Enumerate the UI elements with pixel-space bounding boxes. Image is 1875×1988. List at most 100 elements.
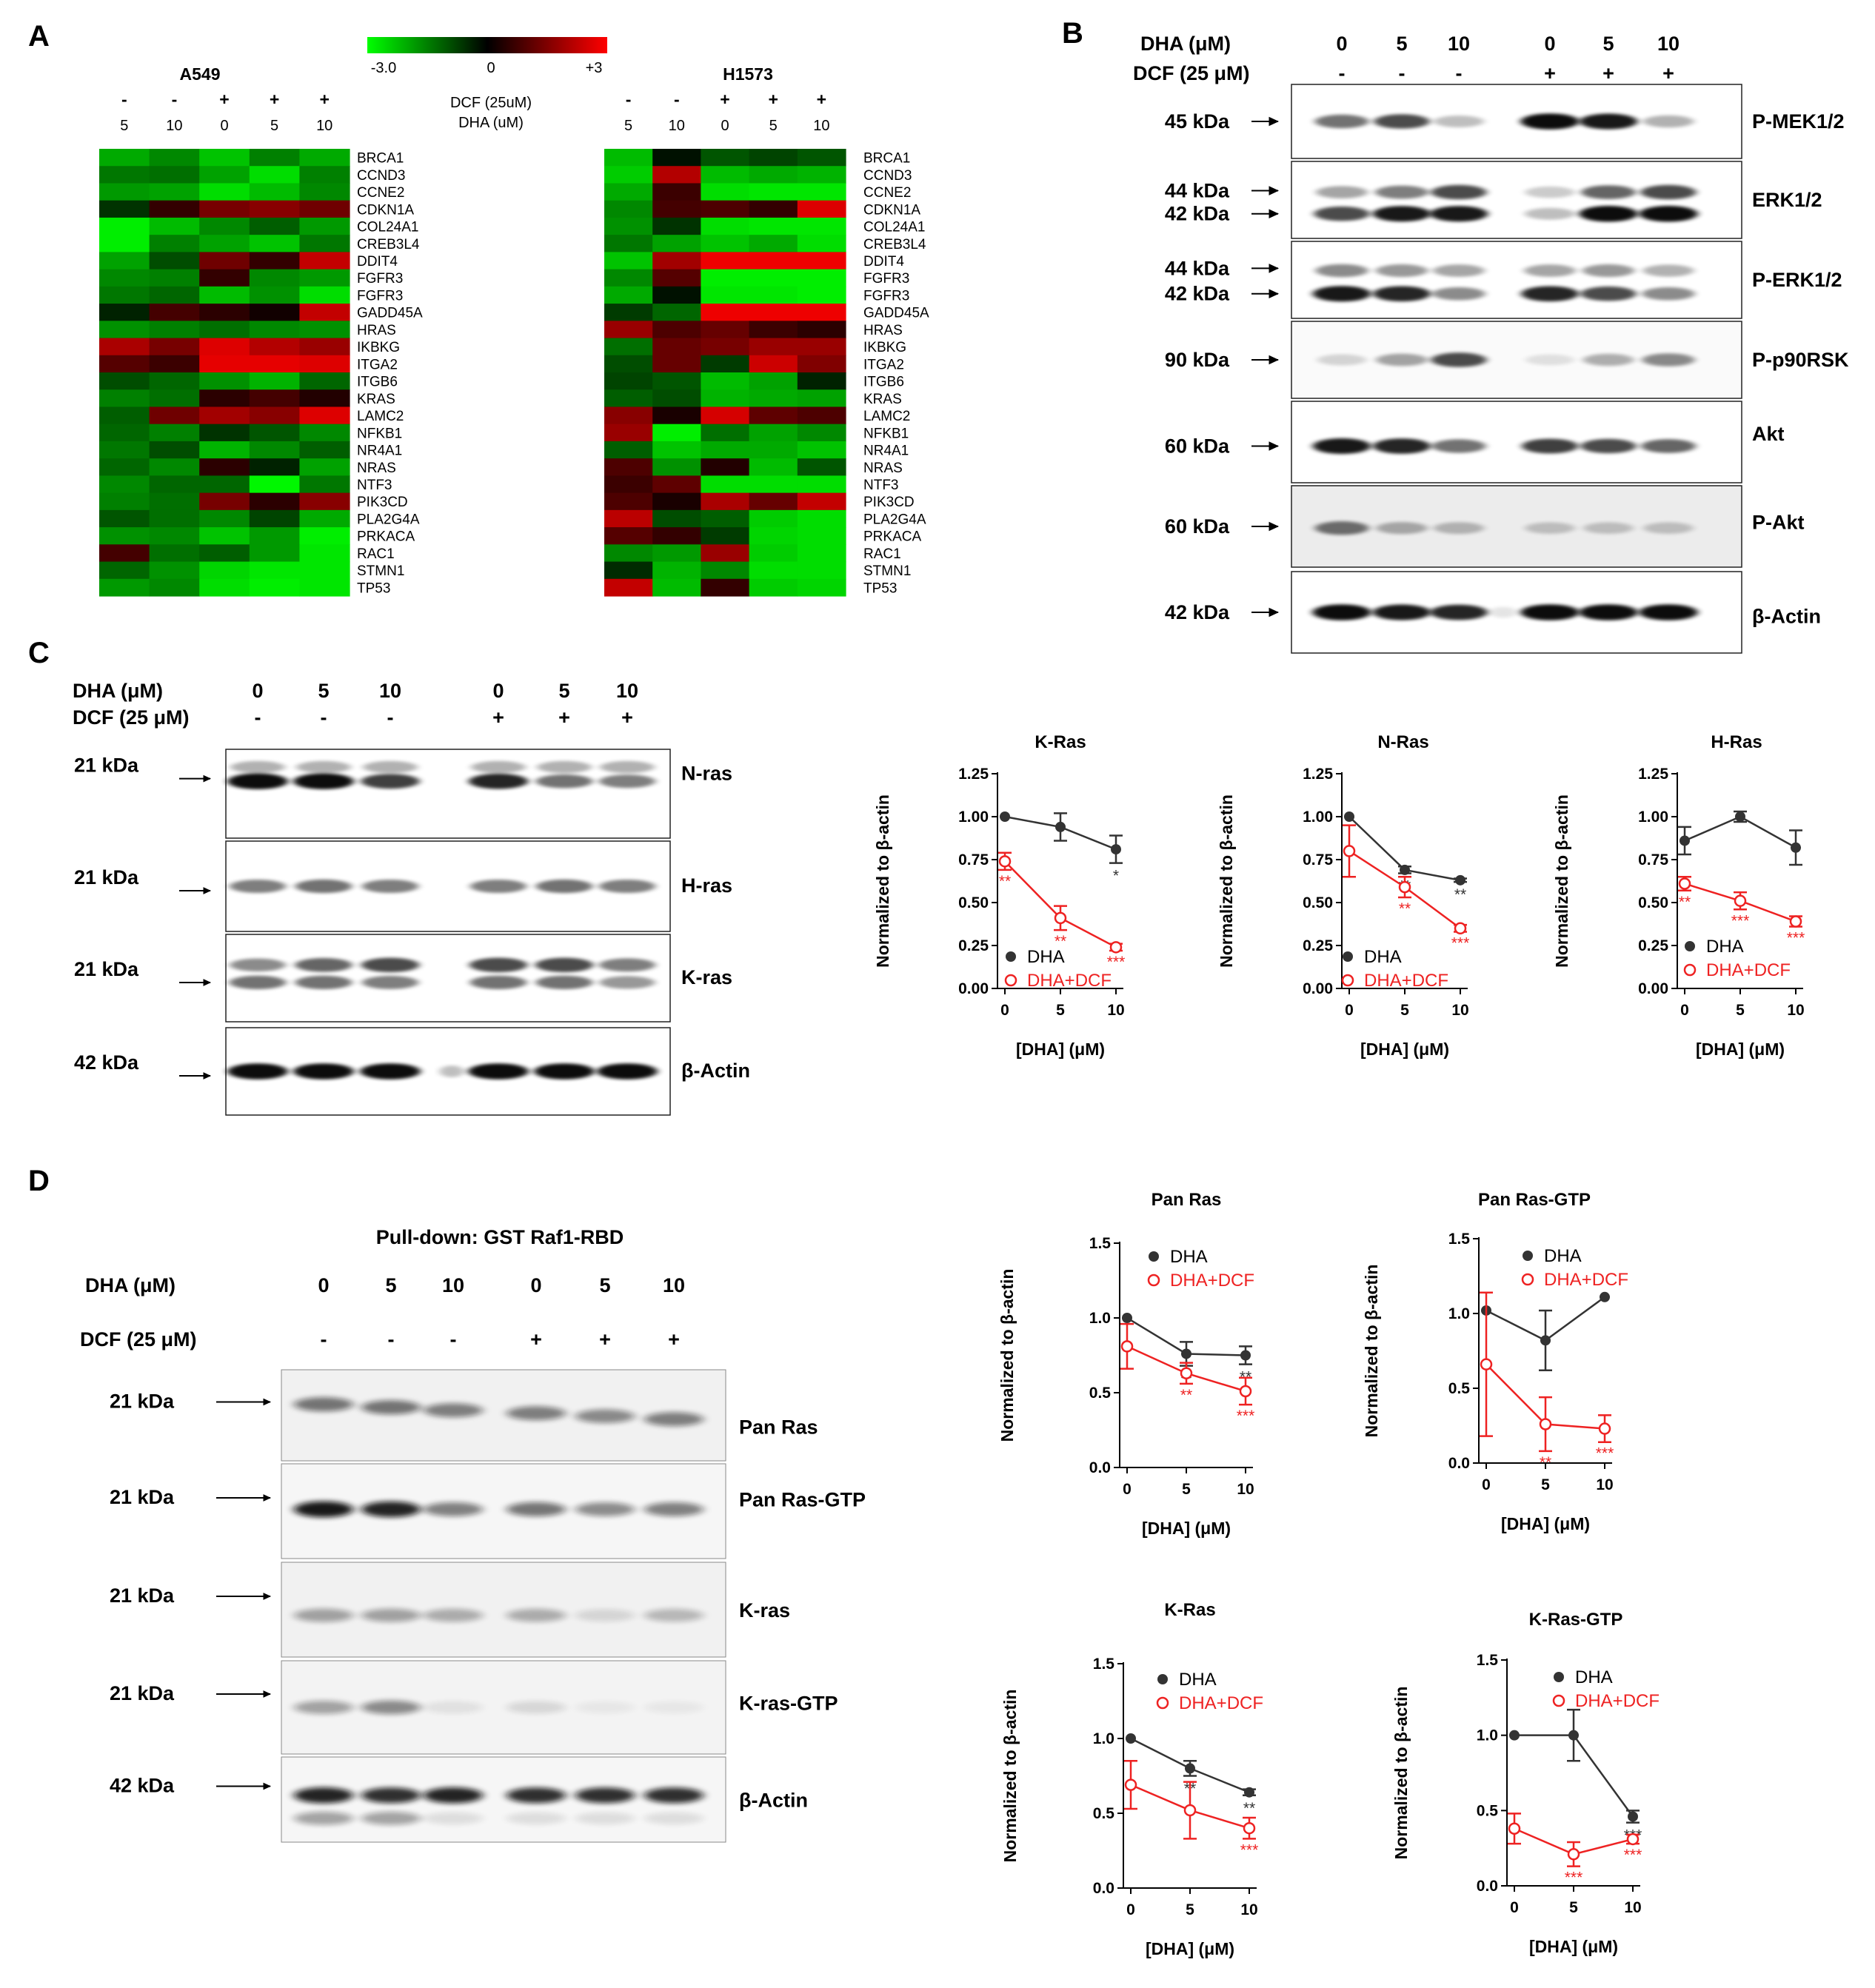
scale-mid-label: 0 [487,60,495,76]
mw-arrow-B-head [1269,441,1279,451]
blot-band [599,958,655,972]
heatmap-cell-a549 [99,424,150,442]
heatmap-cell-a549 [99,355,150,373]
blot-band [361,957,420,973]
color-scale-bar [367,37,607,53]
heatmap-cell-h1573 [604,406,653,425]
blot-band [361,1400,421,1415]
heatmap-cell-h1573 [604,509,653,528]
mw-arrow-B-head [1269,209,1279,219]
heatmap-cell-h1573 [604,561,653,580]
blot-band [469,975,527,990]
heatmap-dha-a549: 10 [166,118,182,134]
blot-band [507,1502,566,1517]
heatmap-cell-h1573 [749,338,798,356]
heatmap-cell-a549 [299,304,350,321]
heatmap-cell-a549 [199,200,250,218]
blot-band [599,880,655,893]
mw-label-D: 21 kDa [110,1584,175,1607]
heatmap-dcf-h1573: - [626,90,632,109]
gene-label-h1573: KRAS [863,392,902,407]
heatmap-cell-a549 [149,166,200,184]
y-tick-label: 0.50 [958,894,989,911]
heatmap-cell-a549 [299,269,350,287]
heatmap-dcf-a549: - [121,90,127,109]
blot-band [644,1812,703,1825]
heatmap-cell-a549 [149,527,200,545]
data-point [1539,1418,1552,1430]
heatmap-cell-a549 [199,269,250,287]
data-point [1240,1350,1251,1361]
y-tick-label: 0.25 [1638,937,1668,954]
heatmap-cell-h1573 [749,475,798,494]
blot-band [1431,439,1486,453]
legend-marker [1685,941,1695,951]
legend-label: DHA+DCF [1544,1270,1628,1290]
heatmap-cell-h1573 [797,544,846,563]
heatmap-cell-a549 [249,149,300,167]
blot-band [295,957,352,972]
x-axis-label: [DHA] (μM) [1529,1937,1618,1956]
y-tick-label: 1.25 [1638,766,1668,783]
heatmap-cell-a549 [99,166,150,184]
x-axis-label: [DHA] (μM) [1016,1040,1105,1059]
blot-band [424,1608,483,1622]
blot-band [537,760,592,774]
chart-title: K-Ras-GTP [1529,1610,1623,1630]
heatmap-cell-h1573 [701,355,750,373]
blot-label-B: Akt [1752,423,1785,445]
y-tick-label: 0.5 [1089,1385,1112,1402]
dha-value-D: 10 [663,1274,685,1296]
western-blot-C [225,749,671,839]
blot-band [1372,604,1431,620]
blot-band [361,1811,421,1825]
heatmap-dcf-a549: - [172,90,178,109]
data-point [1109,941,1123,954]
mw-arrow-C-head [203,774,211,783]
gene-label-a549: FGFR3 [357,288,403,304]
data-point [1540,1335,1551,1346]
blot-band [644,1787,703,1804]
chart-title: K-Ras [1164,1600,1215,1620]
dha-value-B: 10 [1448,33,1470,55]
blot-band [1582,264,1635,278]
gene-label-a549: STMN1 [357,563,404,579]
blot-band [361,1787,421,1804]
gene-label-a549: ITGB6 [357,375,398,390]
blot-band [1642,287,1695,301]
y-tick-label: 0.00 [1638,980,1668,997]
heatmap-cell-a549 [199,544,250,563]
x-axis-label: [DHA] (μM) [1142,1519,1231,1538]
heatmap-cell-a549 [99,149,150,167]
blot-band [1372,206,1431,222]
blot-band [600,760,655,774]
heatmap-dcf-h1573: - [674,90,680,109]
y-tick-label: 1.00 [1303,809,1333,826]
blot-band [1314,114,1369,129]
dcf-sign-B: + [1602,62,1614,84]
dha-value-B: 5 [1602,33,1614,55]
mw-arrow-B-head [1269,116,1279,127]
data-point [1124,1778,1137,1791]
heatmap-cell-h1573 [701,286,750,304]
blot-band [424,1701,483,1714]
gene-label-h1573: NR4A1 [863,444,909,459]
dcf-sign-C: + [621,706,633,729]
blot-band [230,958,286,972]
gene-label-a549: HRAS [357,323,396,338]
dcf-sign-C: - [321,706,327,729]
heatmap-cell-a549 [149,561,200,580]
mw-arrow-B-head [1269,521,1279,532]
heatmap-cell-a549 [299,406,350,425]
scale-max-label: +3 [586,60,603,76]
blot-band [1434,116,1484,127]
heatmap-cell-a549 [299,166,350,184]
gene-label-h1573: PIK3CD [863,495,915,510]
heatmap-cell-h1573 [652,269,701,287]
x-axis-label: [DHA] (μM) [1360,1040,1449,1059]
blot-band [1580,286,1637,301]
heatmap-dha-h1573: 10 [669,118,685,134]
heatmap-cell-a549 [99,338,150,356]
significance-marker: *** [1240,1841,1259,1858]
blot-band [507,1787,566,1804]
